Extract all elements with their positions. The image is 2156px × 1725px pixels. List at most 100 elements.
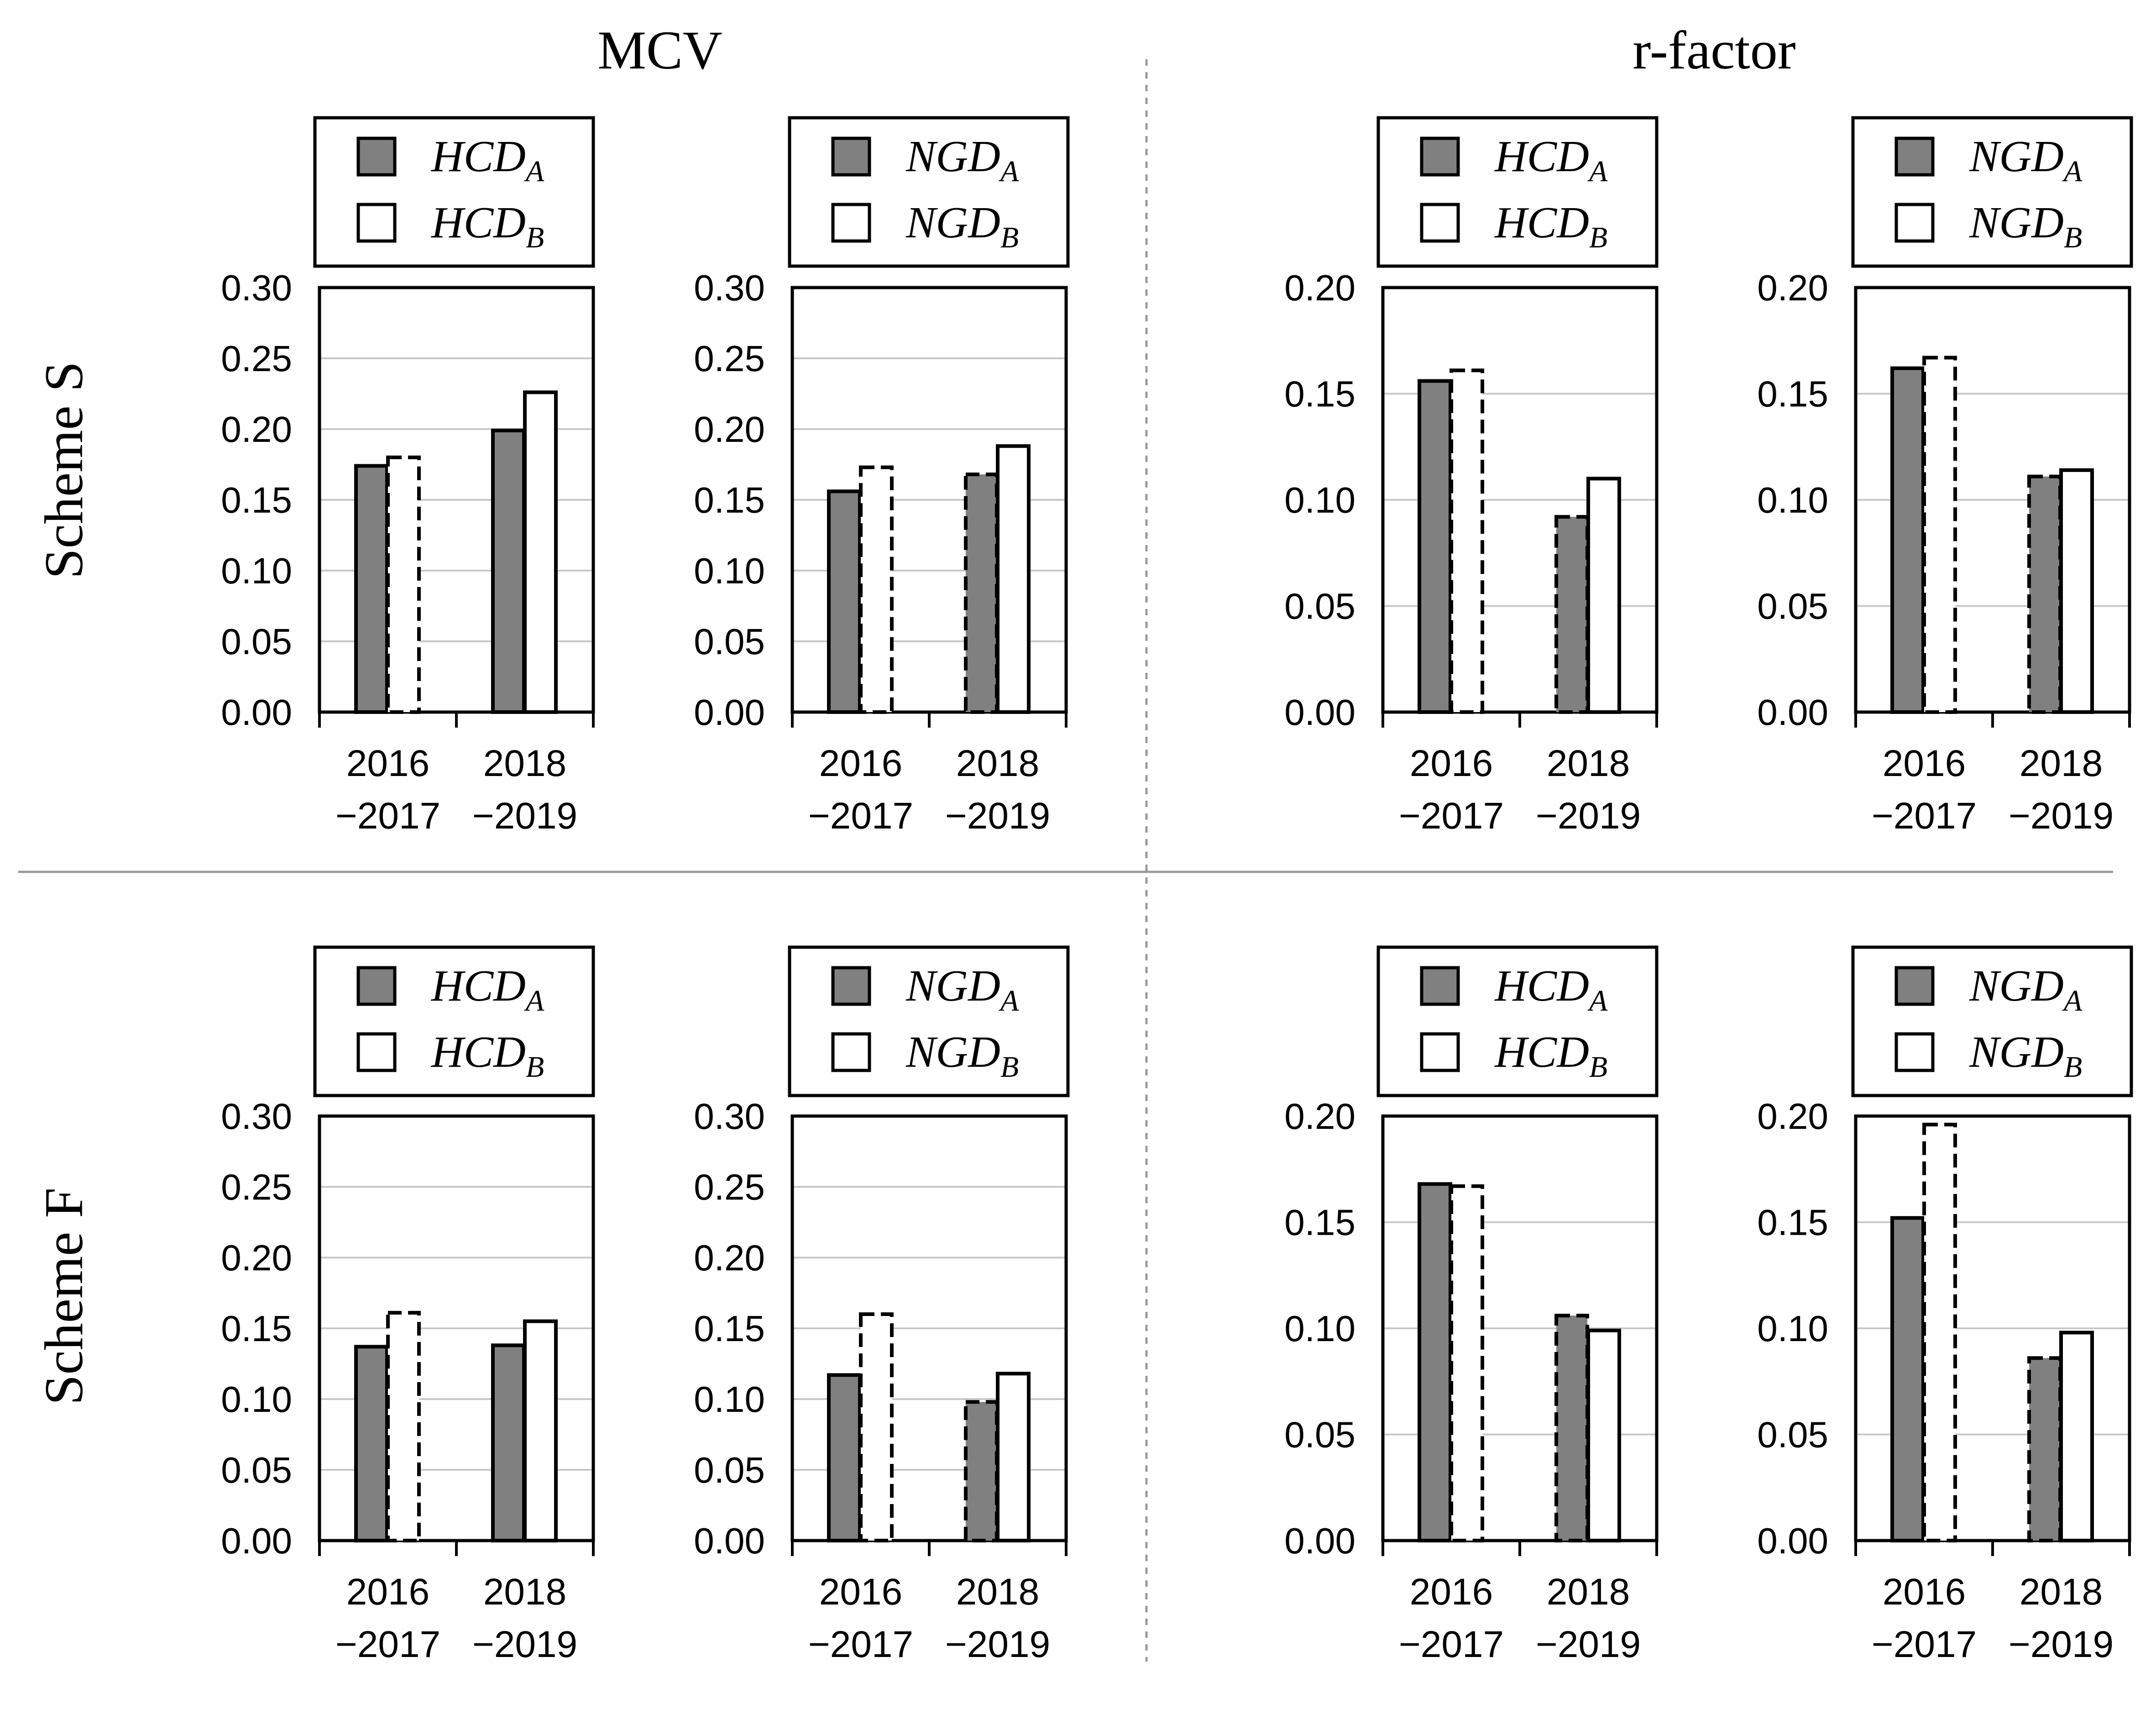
x-tick-label: 2018: [2020, 1571, 2103, 1613]
legend-swatch: [1894, 203, 1935, 243]
legend-label: HCDA: [1494, 961, 1608, 1017]
legend-label-main: HCD: [1494, 1028, 1589, 1077]
y-tick-label: 0.15: [221, 480, 292, 520]
x-tick-label: −2017: [1399, 795, 1504, 837]
legend-swatch: [1420, 966, 1460, 1006]
legend-label-main: HCD: [430, 1028, 526, 1077]
legend-swatch: [831, 966, 871, 1006]
y-tick-label: 0.05: [221, 621, 292, 662]
legend-label: NGDB: [905, 198, 1019, 254]
x-tick-label: 2016: [1883, 743, 1966, 784]
y-tick-label: 0.05: [221, 1450, 292, 1490]
panels: 0.00 0.05 0.10 0.15 0.20 0.25 0.30 2016 −2017 201…: [221, 116, 2133, 1665]
bar-hcd-a-cat1: [1554, 1314, 1589, 1543]
legend-label-main: NGD: [905, 198, 1000, 247]
chart-panel-mcv-s-ngd: 0.00 0.05 0.10 0.15 0.20 0.25 0.30 2016 −2017 201…: [694, 116, 1070, 837]
y-tick-label: 0.10: [1757, 480, 1828, 520]
y-tick-label: 0.00: [1284, 1521, 1355, 1561]
y-tick-label: 0.05: [694, 1450, 765, 1490]
y-tick-label: 0.10: [1757, 1308, 1828, 1349]
legend-label-subscript: B: [526, 1050, 544, 1084]
legend-label-main: HCD: [430, 132, 526, 181]
legend-label-main: NGD: [1969, 1028, 2064, 1077]
bar-hcd-b-cat0: [1450, 368, 1484, 714]
legend-label-subscript: A: [524, 155, 544, 188]
legend-label: HCDA: [430, 961, 544, 1017]
legend-swatch: [1894, 1032, 1935, 1072]
x-tick-label: 2018: [956, 743, 1039, 784]
x-tick-label: 2016: [346, 743, 429, 784]
bar-ngd-b-cat0: [859, 1312, 894, 1542]
y-tick-label: 0.25: [221, 338, 292, 379]
legend-label-subscript: A: [1587, 984, 1608, 1017]
y-tick-label: 0.30: [694, 267, 765, 308]
x-tick-label: 2016: [1883, 1571, 1966, 1613]
y-tick-label: 0.30: [221, 267, 292, 308]
legend-swatch: [1894, 136, 1935, 177]
y-tick-label: 0.10: [694, 551, 765, 591]
legend-swatch: [356, 203, 397, 243]
legend-label: HCDA: [430, 132, 544, 188]
x-tick-label: −2019: [945, 795, 1050, 837]
bar-hcd-a-cat1: [491, 429, 526, 714]
bar-hcd-b-cat1: [523, 1319, 558, 1542]
legend-label: NGDA: [905, 961, 1019, 1017]
bar-hcd-b-cat0: [386, 1311, 421, 1542]
x-tick-label: 2018: [1547, 743, 1630, 784]
x-tick-label: −2019: [1536, 1624, 1641, 1665]
y-tick-label: 0.00: [221, 692, 292, 733]
legend-label-subscript: B: [1589, 1050, 1607, 1084]
y-tick-label: 0.20: [1284, 267, 1355, 308]
bar-ngd-a-cat0: [1890, 366, 1925, 714]
x-tick-label: −2017: [335, 795, 440, 837]
y-tick-label: 0.15: [1284, 1202, 1355, 1243]
chart-panel-rf-s-hcd: 0.00 0.05 0.10 0.15 0.20 2016 −2017 2018 −2019 HC…: [1284, 116, 1659, 837]
legend-swatch: [1894, 966, 1935, 1006]
bar-hcd-b-cat1: [1586, 477, 1621, 714]
bar-ngd-b-cat1: [996, 444, 1031, 714]
x-tick-label: −2019: [2009, 1624, 2114, 1665]
chart-panel-mcv-s-hcd: 0.00 0.05 0.10 0.15 0.20 0.25 0.30 2016 −2017 201…: [221, 116, 595, 837]
legend-label-subscript: A: [1587, 155, 1608, 188]
legend-label-subscript: A: [2062, 984, 2083, 1017]
bar-ngd-a-cat1: [2027, 1356, 2062, 1543]
y-tick-label: 0.20: [221, 409, 292, 450]
y-tick-label: 0.10: [221, 551, 292, 591]
legend-label: NGDA: [1969, 132, 2083, 188]
y-tick-label: 0.20: [694, 409, 765, 450]
chart-panel-rf-f-ngd: 0.00 0.05 0.10 0.15 0.20 2016 −2017 2018 −2019 NG…: [1757, 945, 2133, 1665]
y-tick-label: 0.15: [221, 1308, 292, 1349]
legend-label: NGDB: [1969, 1028, 2082, 1084]
x-tick-label: 2016: [346, 1571, 429, 1613]
x-tick-label: −2019: [1536, 795, 1641, 837]
bar-hcd-b-cat1: [1586, 1328, 1621, 1542]
legend-label: NGDA: [1969, 961, 2083, 1017]
legend-swatch: [1420, 1032, 1460, 1072]
row-title-scheme-s: Scheme S: [33, 362, 94, 579]
y-tick-label: 0.05: [694, 621, 765, 662]
legend-label-subscript: A: [2062, 155, 2083, 188]
legend-swatch: [831, 203, 871, 243]
chart-panel-rf-s-ngd: 0.00 0.05 0.10 0.15 0.20 2016 −2017 2018 −2019 NG…: [1757, 116, 2133, 837]
chart-panel-mcv-f-hcd: 0.00 0.05 0.10 0.15 0.20 0.25 0.30 2016 −2017 201…: [221, 945, 595, 1665]
bar-hcd-b-cat0: [386, 456, 421, 714]
bar-ngd-a-cat0: [827, 489, 862, 714]
bar-hcd-a-cat1: [491, 1343, 526, 1542]
y-tick-label: 0.15: [1757, 1202, 1828, 1243]
column-title-r-factor: r-factor: [1633, 20, 1795, 80]
x-tick-label: −2019: [945, 1624, 1050, 1665]
x-tick-label: −2017: [1872, 1624, 1977, 1665]
legend-label-subscript: B: [1589, 221, 1607, 254]
bar-hcd-a-cat1: [1554, 515, 1589, 714]
y-tick-label: 0.05: [1284, 586, 1355, 627]
chart-panel-mcv-f-ngd: 0.00 0.05 0.10 0.15 0.20 0.25 0.30 2016 −2017 201…: [694, 945, 1070, 1665]
column-title-mcv: MCV: [597, 20, 722, 80]
legend-label: HCDB: [1494, 1028, 1607, 1084]
y-tick-label: 0.15: [694, 480, 765, 520]
x-tick-label: 2018: [2020, 743, 2103, 784]
legend-swatch: [1420, 203, 1460, 243]
bar-hcd-a-cat0: [1418, 1182, 1452, 1543]
bar-ngd-b-cat0: [1922, 1122, 1957, 1543]
legend-swatch: [831, 1032, 871, 1072]
legend-label-subscript: A: [524, 984, 544, 1017]
